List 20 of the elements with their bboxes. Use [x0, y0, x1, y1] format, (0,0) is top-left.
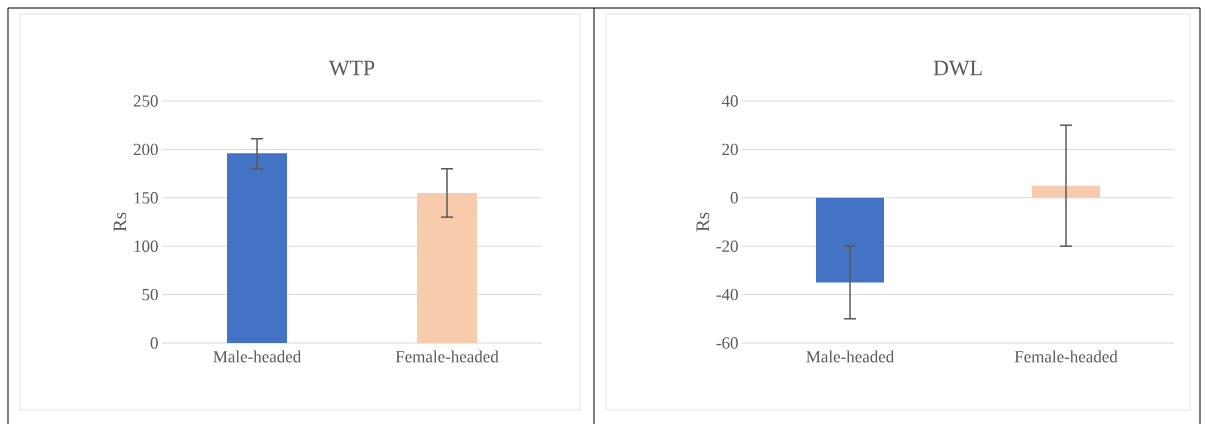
chart-title: WTP — [328, 60, 375, 76]
y-tick-label: -60 — [716, 337, 738, 349]
y-axis-title: Rs — [113, 212, 127, 232]
y-tick-label: 200 — [133, 143, 158, 156]
y-tick-label: 50 — [142, 288, 158, 301]
x-tick-label: Female-headed — [395, 350, 499, 363]
y-tick-label: 250 — [133, 95, 158, 107]
y-tick-label: 0 — [150, 337, 158, 349]
y-tick-label: 150 — [134, 192, 158, 204]
y-tick-label: 40 — [721, 95, 738, 107]
y-axis-title: Rs — [696, 212, 710, 232]
x-tick-label: Female-headed — [1014, 350, 1118, 363]
y-tick-label: -20 — [716, 240, 738, 252]
y-tick-label: 100 — [134, 240, 158, 252]
y-tick-label: 0 — [730, 192, 738, 204]
y-tick-label: -40 — [716, 288, 738, 301]
chart-title: DWL — [933, 60, 982, 76]
y-tick-label: 20 — [722, 143, 738, 156]
x-tick-label: Male-headed — [213, 350, 302, 363]
x-tick-label: Male-headed — [806, 350, 895, 363]
